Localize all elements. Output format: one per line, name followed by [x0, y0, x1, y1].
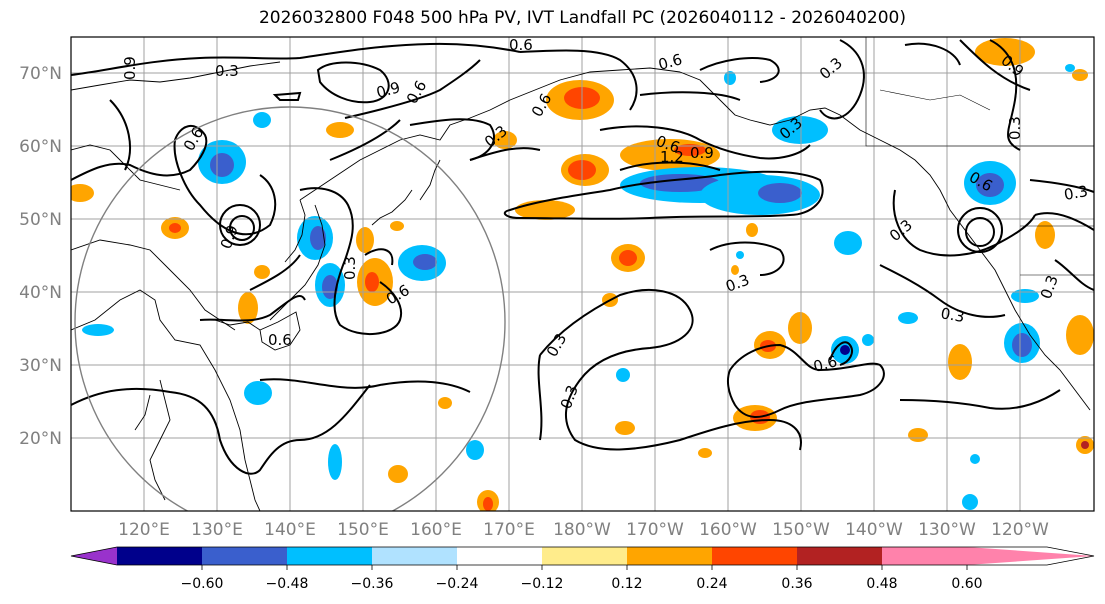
negative-anomaly-shading: [82, 64, 1075, 510]
colorbar-tick-label: 0.12: [611, 576, 642, 592]
borders: [865, 37, 1094, 276]
colorbar-extend-high: [967, 547, 1094, 565]
colorbar-tick-label: −0.24: [436, 576, 479, 592]
range-circle: [74, 106, 506, 511]
colorbar-tick-label: 0.24: [696, 576, 727, 592]
contour-label: 0.6: [509, 36, 533, 54]
contour-label: 0.3: [939, 304, 966, 326]
lon-label: 160°E: [410, 520, 462, 540]
lon-label: 120°W: [991, 520, 1049, 540]
lat-label: 50°N: [19, 210, 62, 230]
contour-label: 1.2: [660, 148, 684, 166]
lat-label: 40°N: [19, 283, 62, 303]
colorbar-extend-low: [71, 547, 117, 565]
lat-label: 70°N: [19, 64, 62, 84]
contour-label: 0.3: [1006, 116, 1024, 140]
pv-contours: [71, 39, 1094, 475]
colorbar-tick-label: 0.36: [781, 576, 812, 592]
colorbar-segment: [882, 547, 967, 565]
lat-label: 60°N: [19, 137, 62, 157]
map-border: [70, 36, 1095, 512]
colorbar-segment: [457, 547, 542, 565]
colorbar-segment: [287, 547, 372, 565]
lat-label: 30°N: [19, 356, 62, 376]
colorbar-segment: [712, 547, 797, 565]
lat-labels: 70°N 60°N 50°N 40°N 30°N 20°N: [19, 64, 62, 449]
colorbar-segment: [542, 547, 627, 565]
colorbar-segment: [627, 547, 712, 565]
colorbar-outline: [70, 546, 1095, 566]
lon-label: 170°W: [626, 520, 684, 540]
lon-label: 150°E: [337, 520, 389, 540]
contour-label: 0.9: [374, 78, 402, 102]
lon-label: 130°E: [191, 520, 243, 540]
lon-label: 140°E: [264, 520, 316, 540]
colorbar-tick-label: 0.48: [866, 576, 897, 592]
colorbar-tick-label: −0.36: [351, 576, 394, 592]
lon-label: 130°W: [918, 520, 976, 540]
lon-label: 180°W: [553, 520, 611, 540]
contour-label: 0.6: [811, 352, 839, 376]
map-content: 0.6 0.3 0.9 0.6 0.9 0.6 0.3 0.6 0.9 0.3 …: [71, 36, 1094, 511]
contour-label: 0.3: [215, 62, 239, 80]
colorbar-tick-label: −0.60: [181, 576, 224, 592]
contour-label: 0.3: [341, 256, 359, 280]
colorbar-segment: [202, 547, 287, 565]
lat-label: 20°N: [19, 429, 62, 449]
colorbar-segment: [117, 547, 202, 565]
lon-labels: 120°E 130°E 140°E 150°E 160°E 170°E 180°…: [118, 520, 1049, 540]
contour-label: 0.3: [1063, 182, 1090, 204]
lon-label: 150°W: [772, 520, 830, 540]
colorbar-segment: [372, 547, 457, 565]
lon-label: 140°W: [845, 520, 903, 540]
colorbar: −0.60 −0.48 −0.36 −0.24 −0.12 0.12 0.24 …: [70, 546, 1095, 592]
colorbar-ticks: [201, 565, 968, 570]
contour-label: 0.9: [690, 144, 714, 162]
colorbar-tick-label: −0.12: [521, 576, 564, 592]
positive-anomaly-shading: [71, 38, 1094, 511]
colorbar-segment: [797, 547, 882, 565]
lon-label: 170°E: [483, 520, 535, 540]
figure-title: 2026032800 F048 500 hPa PV, IVT Landfall…: [258, 8, 906, 28]
lon-label: 120°E: [118, 520, 170, 540]
colorbar-tick-label: −0.48: [266, 576, 309, 592]
lon-label: 160°W: [699, 520, 757, 540]
contour-label: 0.6: [656, 50, 684, 74]
colorbar-tick-label: 0.60: [951, 576, 982, 592]
contour-label: 0.6: [268, 331, 292, 349]
contour-label: 0.9: [121, 56, 139, 80]
